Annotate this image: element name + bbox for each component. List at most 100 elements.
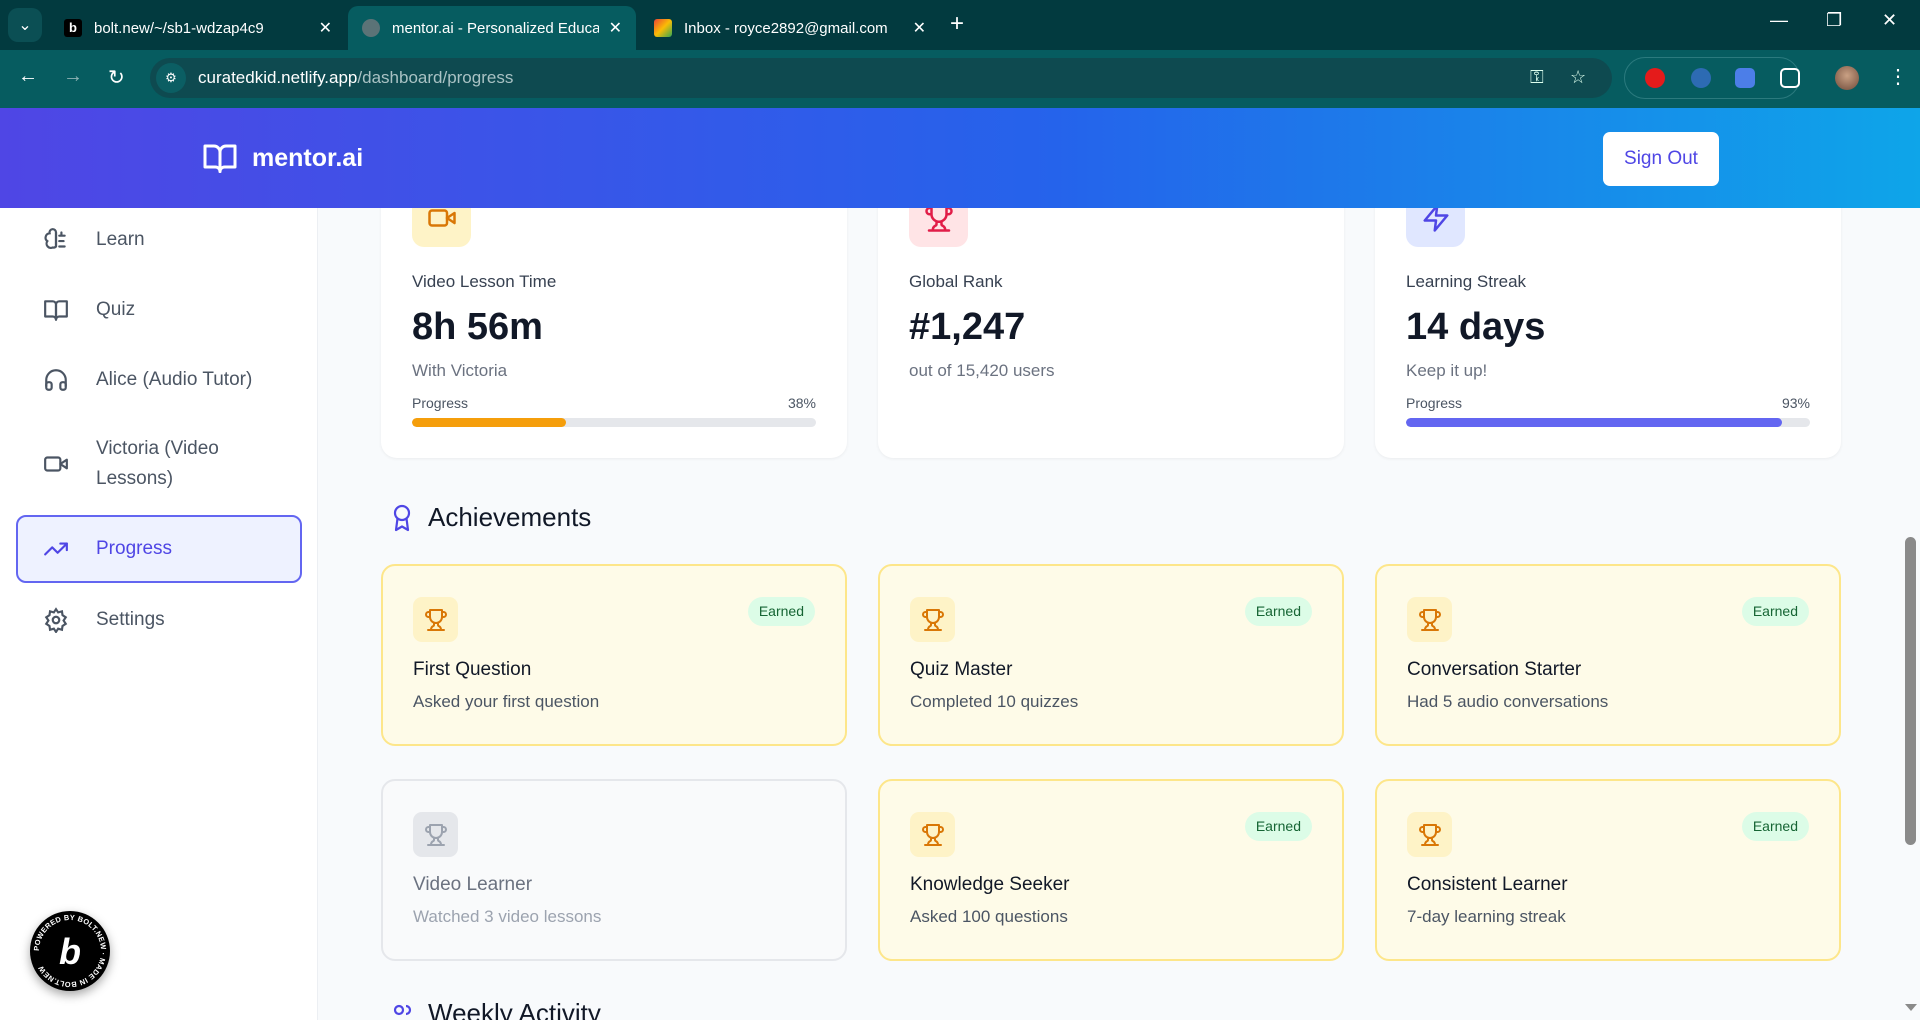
gmail-favicon-icon (654, 19, 672, 37)
close-tab-icon[interactable]: ✕ (912, 20, 926, 37)
bookmark-star-icon[interactable]: ☆ (1570, 67, 1587, 87)
close-tab-icon[interactable]: ✕ (608, 20, 622, 37)
forward-icon[interactable]: → (63, 65, 83, 87)
gear-icon (44, 607, 68, 633)
progress-fill (1406, 418, 1782, 427)
trophy-icon (921, 823, 944, 846)
achievement-card: Earned Consistent Learner 7-day learning s… (1375, 779, 1841, 961)
extension-icon[interactable] (1735, 68, 1755, 88)
achievement-desc: Had 5 audio conversations (1407, 692, 1609, 711)
achievement-title: Video Learner (413, 874, 533, 895)
minimize-button[interactable]: — (1770, 10, 1788, 30)
sidebar-item-progress[interactable]: Progress (16, 515, 302, 583)
award-icon (393, 504, 411, 531)
weekly-activity-heading: Weekly Activity (390, 998, 601, 1020)
users-icon (393, 1004, 412, 1015)
sign-out-button[interactable]: Sign Out (1603, 132, 1719, 186)
scrollbar-thumb[interactable] (1905, 537, 1916, 845)
bolt-favicon-icon: b (64, 19, 82, 37)
browser-menu-icon[interactable]: ⋮ (1888, 66, 1908, 88)
tab-bolt[interactable]: b bolt.new/~/sb1-wdzap4c9 ✕ (50, 6, 346, 50)
stat-card-global-rank: Global Rank #1,247 out of 15,420 users (878, 208, 1344, 458)
video-icon (427, 208, 456, 227)
achievement-title: Consistent Learner (1407, 874, 1568, 895)
achievement-title: Quiz Master (910, 659, 1013, 680)
book-open-icon (44, 300, 68, 321)
profile-avatar[interactable] (1835, 66, 1859, 90)
site-info-icon[interactable]: ⚙ (156, 63, 186, 93)
earned-badge: Earned (1244, 597, 1312, 626)
sidebar-item-victoria[interactable]: Victoria (Video Lessons) (16, 433, 302, 495)
achievement-icon-box (910, 812, 955, 857)
tab-mentor[interactable]: mentor.ai - Personalized Educat ✕ (348, 6, 636, 50)
reload-icon[interactable]: ↻ (108, 67, 125, 89)
progress-label: Progress (1406, 395, 1463, 411)
stat-value: 8h 56m (412, 306, 543, 348)
tab-search-button[interactable]: ⌄ (8, 8, 42, 42)
stat-label: Global Rank (909, 272, 1003, 291)
svg-text:b: b (59, 931, 81, 972)
url-host: curatedkid.netlify.app (198, 68, 358, 87)
achievement-title: First Question (413, 659, 532, 680)
progress-percent: 38% (787, 395, 816, 411)
progress-label: Progress (412, 395, 469, 411)
scroll-down-arrow-icon[interactable] (1905, 1004, 1917, 1011)
bolt-logo-icon: POWERED BY BOLT.NEW · MADE IN BOLT.NEW b (32, 913, 108, 989)
book-open-icon (203, 144, 237, 173)
bolt-badge[interactable]: POWERED BY BOLT.NEW · MADE IN BOLT.NEW b (30, 911, 110, 991)
achievement-desc: Completed 10 quizzes (910, 692, 1079, 711)
new-tab-button[interactable]: + (950, 10, 965, 37)
achievements-heading: Achievements (390, 502, 591, 533)
achievement-desc: Asked 100 questions (910, 907, 1068, 926)
sidebar-item-alice[interactable]: Alice (Audio Tutor) (16, 365, 302, 395)
stat-card-video-time: Video Lesson Time 8h 56m With Victoria P… (381, 208, 847, 458)
stat-label: Learning Streak (1406, 272, 1527, 291)
achievement-desc: Asked your first question (413, 692, 600, 711)
brand-name: mentor.ai (252, 143, 364, 172)
back-icon[interactable]: ← (18, 65, 38, 87)
stat-value: 14 days (1406, 306, 1546, 348)
achievement-desc: Watched 3 video lessons (413, 907, 602, 926)
achievement-icon-box (413, 812, 458, 857)
progress-bar (1406, 418, 1810, 427)
zap-icon (1423, 208, 1448, 232)
trophy-icon (424, 823, 447, 846)
tab-gmail[interactable]: Inbox - royce2892@gmail.com ✕ (640, 6, 940, 50)
sidebar-item-quiz[interactable]: Quiz (16, 295, 302, 325)
main-content: Video Lesson Time 8h 56m With Victoria P… (318, 208, 1901, 1020)
browser-tab-bar: ⌄ b bolt.new/~/sb1-wdzap4c9 ✕ mentor.ai … (0, 0, 1920, 50)
sidebar: Learn Quiz Alice (Audio Tutor) Victoria … (0, 208, 318, 1020)
stat-card-learning-streak: Learning Streak 14 days Keep it up! Prog… (1375, 208, 1841, 458)
browser-toolbar: ← → ↻ ⚙ curatedkid.netlify.app/dashboard… (0, 50, 1920, 108)
achievement-title: Knowledge Seeker (910, 874, 1070, 895)
close-tab-icon[interactable]: ✕ (318, 20, 332, 37)
stat-value: #1,247 (909, 306, 1026, 348)
earned-badge: Earned (747, 597, 815, 626)
logo[interactable]: mentor.ai (201, 140, 363, 176)
trophy-icon (1418, 608, 1441, 631)
close-window-button[interactable]: ✕ (1882, 10, 1898, 30)
password-key-icon[interactable]: ⚿ (1530, 67, 1544, 87)
url-path: /dashboard/progress (357, 68, 514, 87)
adblock-extension-icon[interactable] (1645, 68, 1665, 88)
trophy-icon (424, 608, 447, 631)
extension-icon[interactable] (1691, 68, 1711, 88)
address-bar[interactable]: ⚙ curatedkid.netlify.app/dashboard/progr… (150, 58, 1612, 98)
stat-subtitle: With Victoria (412, 361, 508, 380)
achievement-card: Earned Conversation Starter Had 5 audio co… (1375, 564, 1841, 746)
puzzle-extensions-icon[interactable] (1780, 68, 1800, 88)
trophy-icon (1418, 823, 1441, 846)
progress-bar (412, 418, 816, 427)
achievement-icon-box (1407, 812, 1452, 857)
globe-favicon-icon (362, 19, 380, 37)
app-header: mentor.ai Sign Out (0, 108, 1920, 208)
sidebar-item-settings[interactable]: Settings (16, 605, 302, 635)
stat-subtitle: out of 15,420 users (909, 361, 1055, 380)
page-scrollbar[interactable] (1901, 208, 1920, 1020)
trophy-icon (921, 608, 944, 631)
sidebar-item-learn[interactable]: Learn (16, 225, 302, 255)
restore-button[interactable]: ❐ (1826, 10, 1843, 30)
stat-subtitle: Keep it up! (1406, 361, 1488, 380)
headphones-icon (45, 369, 67, 391)
trophy-icon (924, 208, 953, 232)
